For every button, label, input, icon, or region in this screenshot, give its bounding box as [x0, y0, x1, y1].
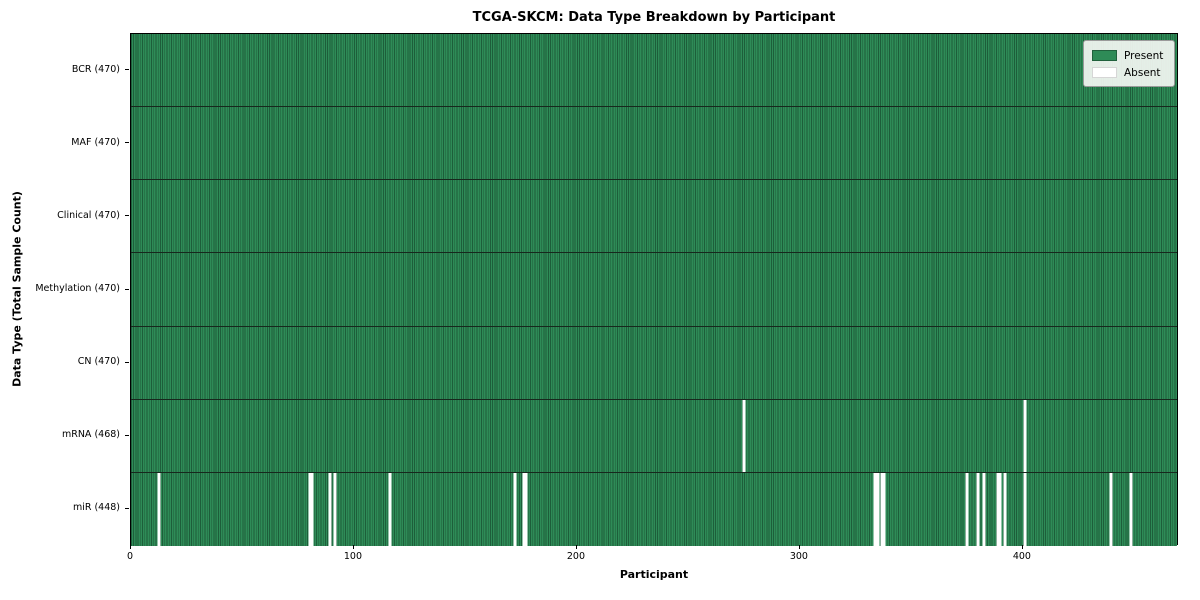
heatmap-row-maf: [131, 107, 1177, 181]
legend-label-present: Present: [1124, 49, 1164, 62]
heatmap-row-methylation: [131, 253, 1177, 327]
legend-item-absent: Absent: [1092, 64, 1166, 81]
x-axis-label: Participant: [619, 568, 689, 581]
heatmap-row-bcr: [131, 34, 1177, 108]
heatmap-row-mir: [131, 472, 1177, 546]
y-tick-mark: [125, 142, 129, 144]
heatmap-row-clinical: [131, 180, 1177, 254]
present-swatch-icon: [1092, 50, 1117, 61]
absent-cell: [965, 472, 969, 546]
absent-cell: [333, 472, 337, 546]
absent-cell: [524, 472, 528, 546]
y-tick-mark: [125, 69, 129, 71]
absent-cell: [1109, 472, 1113, 546]
absent-cell: [328, 472, 332, 546]
legend: Present Absent: [1083, 40, 1175, 87]
x-tick-mark: [798, 545, 800, 549]
absent-cell: [996, 472, 1000, 546]
absent-cell: [982, 472, 986, 546]
y-tick-label-clinical: Clinical (470): [57, 209, 120, 221]
x-tick-label-0: 0: [126, 551, 134, 562]
y-tick-mark: [125, 434, 129, 436]
chart-title: TCGA-SKCM: Data Type Breakdown by Partic…: [472, 10, 836, 25]
x-tick-mark: [352, 545, 354, 549]
heatmap-row-mrna: [131, 399, 1177, 473]
legend-item-present: Present: [1092, 47, 1166, 64]
absent-cell: [310, 472, 314, 546]
x-tick-label-300: 300: [789, 551, 808, 562]
y-tick-label-bcr: BCR (470): [71, 63, 120, 75]
absent-cell: [157, 472, 161, 546]
y-tick-mark: [125, 361, 129, 363]
x-tick-label-400: 400: [1012, 551, 1031, 562]
absent-cell: [742, 399, 746, 472]
absent-cell: [873, 472, 877, 546]
absent-cell: [1023, 472, 1027, 546]
y-tick-label-mrna: mRNA (468): [61, 429, 120, 441]
y-tick-mark: [125, 215, 129, 217]
x-tick-label-200: 200: [566, 551, 586, 562]
x-tick-mark: [1021, 545, 1023, 549]
legend-label-absent: Absent: [1124, 66, 1161, 79]
x-tick-label-100: 100: [343, 551, 363, 562]
y-tick-label-maf: MAF (470): [71, 136, 120, 148]
y-tick-label-cn: CN (470): [77, 356, 120, 368]
absent-swatch-icon: [1092, 67, 1117, 78]
absent-cell: [880, 472, 884, 546]
heatmap-row-cn: [131, 326, 1177, 400]
absent-cell: [976, 472, 980, 546]
absent-cell: [513, 472, 517, 546]
y-tick-mark: [125, 288, 129, 290]
absent-cell: [1003, 472, 1007, 546]
absent-cell: [388, 472, 392, 546]
absent-cell: [522, 472, 526, 546]
y-tick-label-mir: miR (448): [72, 502, 120, 514]
absent-cell: [882, 472, 886, 546]
x-tick-mark: [575, 545, 577, 549]
x-tick-mark: [130, 545, 131, 549]
absent-cell: [998, 472, 1002, 546]
absent-cell: [1129, 472, 1133, 546]
absent-cell: [308, 472, 312, 546]
y-tick-mark: [125, 507, 129, 509]
heatmap-plot-area: [130, 33, 1178, 546]
absent-cell: [876, 472, 880, 546]
absent-cell: [1023, 399, 1027, 472]
y-tick-label-methylation: Methylation (470): [35, 283, 120, 294]
